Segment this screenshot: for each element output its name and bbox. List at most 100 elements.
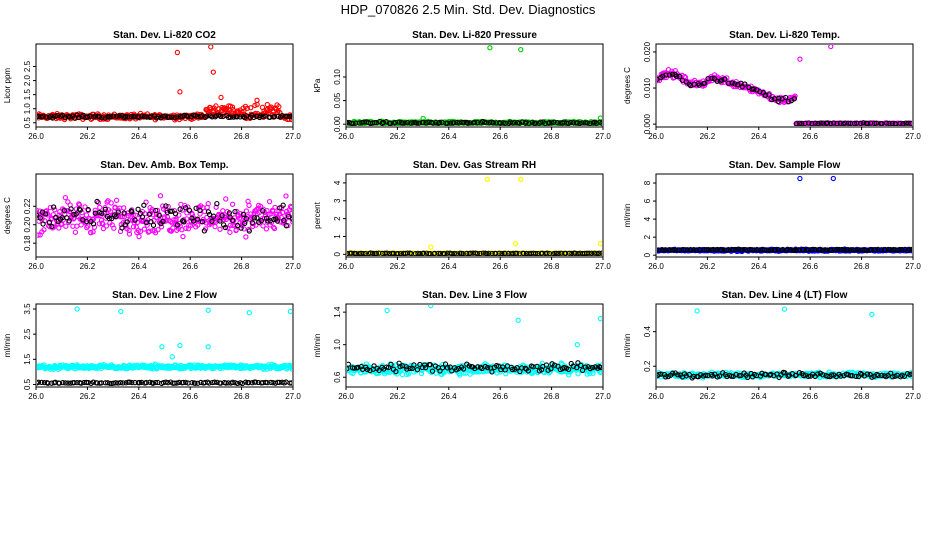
data-point <box>232 380 238 386</box>
data-point <box>268 379 274 386</box>
scatter-points <box>37 45 292 123</box>
data-point <box>455 365 462 372</box>
y-tick-label: 1.5 <box>23 353 32 365</box>
data-point <box>889 120 895 126</box>
data-point <box>516 120 523 126</box>
y-axis-label: degrees C <box>3 197 12 234</box>
data-point <box>222 224 229 231</box>
data-point <box>872 247 879 253</box>
data-point <box>815 120 821 126</box>
data-point <box>96 221 102 227</box>
data-point <box>555 363 561 369</box>
data-point <box>749 247 755 253</box>
y-tick-label: 3.5 <box>23 303 32 315</box>
outlier-point <box>597 115 602 121</box>
data-point <box>41 227 47 233</box>
data-point <box>579 120 585 126</box>
data-point <box>899 247 905 253</box>
data-point <box>113 213 119 220</box>
data-point <box>845 120 852 126</box>
data-point <box>594 250 600 256</box>
data-point <box>371 363 377 369</box>
x-tick-label: 26.6 <box>182 392 198 401</box>
data-point <box>147 379 153 385</box>
y-tick-label: 0.6 <box>333 371 342 383</box>
data-point <box>37 215 43 221</box>
data-point <box>514 250 520 256</box>
data-point <box>289 366 292 372</box>
x-tick-label: 26.6 <box>802 392 818 401</box>
data-point <box>223 196 229 202</box>
x-tick-label: 26.6 <box>492 392 508 401</box>
data-point <box>590 370 596 376</box>
data-point <box>205 209 212 215</box>
data-point <box>57 209 63 215</box>
y-tick-label: 0 <box>643 252 652 257</box>
data-point <box>264 379 270 386</box>
data-point <box>875 246 881 253</box>
data-point <box>217 113 224 119</box>
data-point <box>260 223 266 229</box>
data-point <box>73 211 79 217</box>
data-point <box>211 213 217 219</box>
data-point <box>290 219 292 225</box>
y-tick-label: 3 <box>333 198 342 203</box>
data-point <box>400 120 406 126</box>
data-point <box>129 209 135 215</box>
data-point <box>909 246 912 252</box>
data-point <box>657 371 662 378</box>
data-point <box>669 71 676 77</box>
data-point <box>709 75 715 81</box>
data-point <box>187 223 194 229</box>
plot-frame <box>35 173 294 258</box>
data-point <box>432 250 438 256</box>
data-point <box>430 120 436 126</box>
data-point <box>544 250 550 256</box>
data-point <box>280 202 286 208</box>
data-point <box>810 246 816 253</box>
data-point <box>405 371 412 377</box>
data-point <box>587 120 593 126</box>
data-point <box>148 113 154 119</box>
data-point <box>195 380 201 386</box>
data-point <box>423 120 429 126</box>
data-point <box>569 250 575 256</box>
data-point <box>879 120 885 126</box>
data-point <box>254 215 260 221</box>
data-point <box>169 114 175 120</box>
data-point <box>439 365 446 371</box>
data-point <box>183 379 189 385</box>
x-tick-label: 26.0 <box>28 132 44 141</box>
data-point <box>113 197 120 203</box>
data-point <box>474 364 481 370</box>
data-point <box>289 113 292 120</box>
data-point <box>135 206 141 212</box>
figure-title: HDP_070826 2.5 Min. Std. Dev. Diagnostic… <box>341 2 596 17</box>
data-point <box>796 370 803 376</box>
x-tick-label: 26.0 <box>648 392 664 401</box>
plot-frame <box>345 43 604 128</box>
data-point <box>58 213 64 220</box>
data-point <box>213 103 219 109</box>
outlier-point <box>797 175 803 182</box>
data-point <box>234 114 240 120</box>
outlier-point <box>210 69 216 75</box>
data-point <box>185 113 191 120</box>
chart-panel: Stan. Dev. Gas Stream RH 26.0 26.2 26.4 26.6… <box>313 160 611 271</box>
data-point <box>373 250 380 256</box>
data-point <box>454 119 460 126</box>
data-point <box>197 211 203 217</box>
data-point <box>486 250 492 256</box>
data-point <box>67 114 73 120</box>
data-point <box>586 250 592 256</box>
y-axis-label: ml/min <box>313 334 322 358</box>
outlier-point <box>518 176 524 183</box>
x-tick-label: 26.6 <box>182 262 198 271</box>
data-point <box>851 120 858 126</box>
y-tick-label: 0.000 <box>643 114 652 135</box>
outlier-point <box>512 240 519 247</box>
x-tick-label: 27.0 <box>595 262 611 271</box>
data-point <box>525 368 531 374</box>
x-tick-label: 26.8 <box>854 132 870 141</box>
data-point <box>197 207 203 214</box>
